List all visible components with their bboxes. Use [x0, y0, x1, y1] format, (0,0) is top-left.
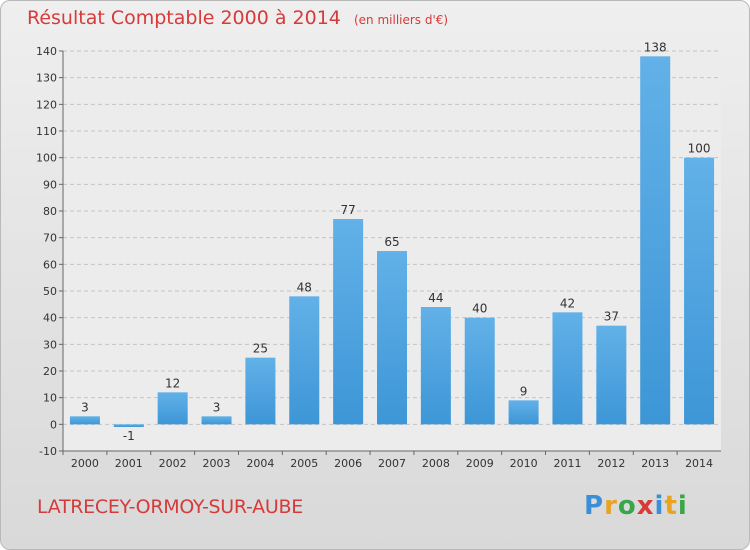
- bar: [245, 357, 276, 425]
- bar-value-label: 9: [520, 384, 528, 398]
- logo-letter: x: [636, 491, 655, 521]
- bar-value-label: 3: [81, 400, 89, 414]
- bar-value-label: 12: [165, 376, 180, 390]
- y-tick-label: 70: [43, 232, 57, 245]
- y-tick-label: 120: [36, 98, 57, 111]
- commune-name: LATRECEY-ORMOY-SUR-AUBE: [37, 496, 303, 518]
- bar-value-label: 42: [560, 296, 575, 310]
- y-tick-label: 40: [43, 312, 57, 325]
- bar: [640, 56, 671, 425]
- chart-unit: (en milliers d'€): [353, 13, 449, 27]
- bar-value-label: -1: [123, 429, 135, 443]
- bar-value-label: 138: [644, 40, 667, 54]
- x-tick-label: 2014: [685, 457, 713, 470]
- proxiti-logo[interactable]: Proxiti: [584, 491, 688, 521]
- y-tick-label: 20: [43, 365, 57, 378]
- x-tick-label: 2002: [159, 457, 187, 470]
- bar: [113, 424, 144, 427]
- logo-letter: o: [617, 491, 637, 521]
- bar-value-label: 37: [604, 310, 619, 324]
- y-tick-label: 10: [43, 392, 57, 405]
- bar-value-label: 77: [340, 203, 355, 217]
- y-tick-label: 30: [43, 338, 57, 351]
- y-tick-label: 80: [43, 205, 57, 218]
- x-tick-label: 2000: [71, 457, 99, 470]
- bar-value-label: 65: [384, 235, 399, 249]
- bar: [157, 392, 188, 425]
- bar: [333, 219, 364, 425]
- bar: [596, 325, 627, 425]
- x-tick-label: 2003: [203, 457, 231, 470]
- bar-value-label: 100: [688, 142, 711, 156]
- bar-value-label: 3: [213, 400, 221, 414]
- bar: [508, 400, 539, 425]
- y-tick-label: -10: [39, 445, 57, 458]
- bar: [69, 416, 100, 425]
- bar: [377, 251, 407, 425]
- y-tick-label: 50: [43, 285, 57, 298]
- x-tick-label: 2004: [246, 457, 274, 470]
- y-tick-label: 60: [43, 258, 57, 271]
- bar: [201, 416, 232, 425]
- y-tick-label: 140: [36, 45, 57, 58]
- bar-value-label: 48: [297, 280, 312, 294]
- x-tick-label: 2008: [422, 457, 450, 470]
- y-tick-label: 100: [36, 152, 57, 165]
- bar: [289, 296, 320, 425]
- logo-letter: i: [677, 491, 688, 521]
- x-tick-label: 2013: [641, 457, 669, 470]
- bar: [552, 312, 583, 425]
- x-tick-label: 2001: [115, 457, 143, 470]
- chart-title: Résultat Comptable 2000 à 2014: [27, 7, 341, 29]
- bar-value-label: 40: [472, 302, 487, 316]
- x-tick-label: 2006: [334, 457, 362, 470]
- bar-value-label: 44: [428, 291, 443, 305]
- x-tick-label: 2007: [378, 457, 406, 470]
- logo-letter: t: [664, 491, 678, 521]
- y-tick-label: 90: [43, 178, 57, 191]
- bar: [684, 157, 715, 425]
- x-tick-label: 2010: [510, 457, 538, 470]
- title-row: Résultat Comptable 2000 à 2014 (en milli…: [27, 7, 448, 29]
- x-tick-label: 2009: [466, 457, 494, 470]
- y-tick-label: 130: [36, 72, 57, 85]
- x-tick-label: 2005: [290, 457, 318, 470]
- x-tick-label: 2012: [597, 457, 625, 470]
- logo-letter: i: [654, 491, 665, 521]
- y-tick-label: 0: [50, 418, 57, 431]
- logo-letter: r: [604, 491, 618, 521]
- y-tick-label: 110: [36, 125, 57, 138]
- logo-letter: P: [584, 491, 605, 521]
- bar: [464, 317, 495, 425]
- bar: [420, 307, 451, 425]
- bar-value-label: 25: [253, 342, 268, 356]
- x-tick-label: 2011: [553, 457, 581, 470]
